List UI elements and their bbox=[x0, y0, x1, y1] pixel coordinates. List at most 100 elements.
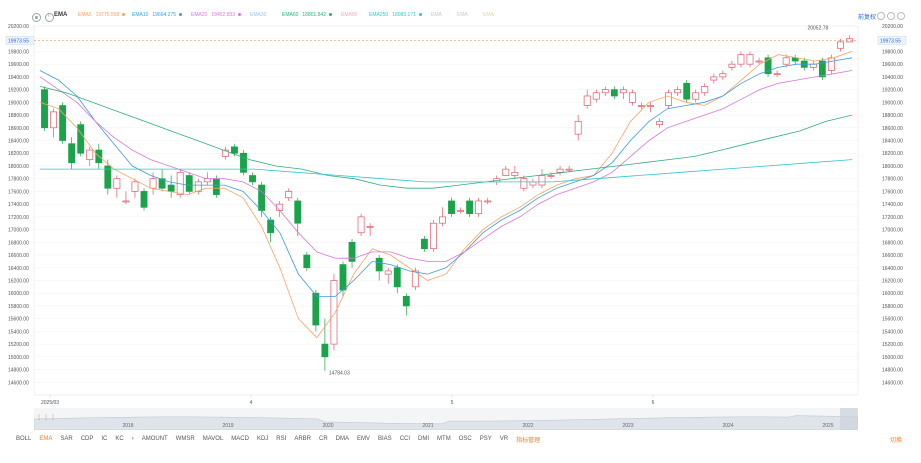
tab-osc[interactable]: OSC bbox=[458, 436, 472, 442]
candle-body[interactable] bbox=[402, 296, 410, 307]
candle-body[interactable] bbox=[764, 57, 772, 75]
candle-body[interactable] bbox=[601, 89, 609, 94]
candle-body[interactable] bbox=[466, 200, 474, 215]
candle-body[interactable] bbox=[520, 178, 528, 189]
candle-body[interactable] bbox=[212, 178, 220, 195]
candle-body[interactable] bbox=[556, 168, 564, 173]
candle-body[interactable] bbox=[267, 219, 275, 234]
candle-body[interactable] bbox=[837, 41, 844, 49]
navigator-window[interactable] bbox=[840, 408, 858, 430]
zoom-out-icon[interactable] bbox=[887, 12, 895, 20]
tab-dmi[interactable]: DMI bbox=[418, 436, 430, 442]
candle-body[interactable] bbox=[737, 54, 745, 65]
candle-body[interactable] bbox=[683, 82, 691, 100]
tab-more[interactable]: › bbox=[131, 436, 134, 442]
candle-body[interactable] bbox=[249, 175, 256, 183]
candle-body[interactable] bbox=[258, 184, 266, 211]
candle-body[interactable] bbox=[827, 57, 835, 71]
candle-body[interactable] bbox=[719, 73, 727, 78]
tab-mavol[interactable]: MAVOL bbox=[202, 436, 224, 442]
candle-body[interactable] bbox=[565, 168, 573, 171]
candle-body[interactable] bbox=[384, 270, 392, 275]
tab-boll[interactable]: BOLL bbox=[16, 436, 32, 442]
adjust-mode-link[interactable]: 前复权 bbox=[858, 15, 877, 21]
candle-body[interactable] bbox=[818, 60, 826, 78]
legend-item-ema250-6[interactable]: EMA250 18083.171 bbox=[369, 12, 422, 18]
candle-body[interactable] bbox=[430, 222, 437, 250]
tab-cdp[interactable]: CDP bbox=[80, 436, 94, 442]
tab-sar[interactable]: SAR bbox=[60, 436, 73, 442]
candle-body[interactable] bbox=[366, 226, 374, 228]
candle-body[interactable] bbox=[674, 89, 682, 94]
candle-body[interactable] bbox=[448, 200, 455, 215]
candle-body[interactable] bbox=[122, 200, 130, 203]
legend-item-ema30-3[interactable]: EMA30 bbox=[250, 12, 266, 18]
candle-body[interactable] bbox=[547, 175, 555, 177]
candle-body[interactable] bbox=[411, 270, 419, 288]
candle-body[interactable] bbox=[221, 149, 229, 157]
candle-body[interactable] bbox=[628, 92, 636, 103]
candle-body[interactable] bbox=[158, 178, 166, 189]
candle-body[interactable] bbox=[303, 254, 311, 269]
candle-body[interactable] bbox=[439, 216, 446, 224]
candle-body[interactable] bbox=[68, 143, 76, 164]
legend-item-ema-8[interactable]: EMA bbox=[457, 12, 468, 18]
candle-body[interactable] bbox=[41, 89, 48, 129]
refresh-icon[interactable] bbox=[877, 12, 885, 20]
legend-item-ema5-0[interactable]: EMA5 19775.558 bbox=[78, 12, 126, 18]
candle-body[interactable] bbox=[375, 257, 383, 272]
tab-mtm[interactable]: MTM bbox=[437, 436, 451, 442]
candle-body[interactable] bbox=[701, 86, 709, 94]
candle-body[interactable] bbox=[610, 89, 618, 97]
indicator-name[interactable]: EMA bbox=[54, 12, 68, 18]
toggle-button[interactable]: 切换 bbox=[890, 438, 903, 444]
tab-kdj[interactable]: KDJ bbox=[256, 436, 269, 442]
candle-body[interactable] bbox=[294, 200, 302, 224]
candle-body[interactable] bbox=[194, 181, 202, 192]
tab-psy[interactable]: PSY bbox=[479, 436, 492, 442]
candle-body[interactable] bbox=[692, 92, 700, 100]
tab-arbr[interactable]: ARBR bbox=[294, 436, 311, 442]
candle-body[interactable] bbox=[312, 292, 320, 326]
legend-item-ema10-1[interactable]: EMA10 19664.275 bbox=[132, 12, 183, 18]
candle-body[interactable] bbox=[457, 210, 464, 212]
candle-body[interactable] bbox=[276, 203, 284, 211]
tab-cr[interactable]: CR bbox=[318, 436, 328, 442]
candle-body[interactable] bbox=[728, 63, 736, 68]
tab-指标管理[interactable]: 指标管理 bbox=[516, 437, 541, 444]
candle-body[interactable] bbox=[393, 267, 401, 288]
candle-body[interactable] bbox=[77, 124, 85, 154]
candle-body[interactable] bbox=[638, 105, 645, 107]
candle-body[interactable] bbox=[529, 181, 537, 186]
settings-icon[interactable] bbox=[32, 12, 41, 22]
candle-body[interactable] bbox=[131, 181, 139, 192]
candle-body[interactable] bbox=[420, 238, 428, 250]
legend-item-ema20-2[interactable]: EMA20 19452.833 bbox=[191, 12, 242, 18]
tab-ic[interactable]: IC bbox=[101, 436, 108, 442]
candle-body[interactable] bbox=[231, 146, 238, 154]
tab-cci[interactable]: CCI bbox=[399, 436, 411, 442]
candle-body[interactable] bbox=[321, 343, 329, 358]
candle-body[interactable] bbox=[140, 191, 148, 208]
candle-body[interactable] bbox=[113, 178, 121, 189]
candle-body[interactable] bbox=[348, 241, 356, 262]
tab-wmsr[interactable]: WMSR bbox=[175, 436, 195, 442]
candle-body[interactable] bbox=[583, 95, 591, 106]
candle-body[interactable] bbox=[50, 111, 57, 129]
tab-bias[interactable]: BIAS bbox=[378, 436, 392, 442]
candle-body[interactable] bbox=[538, 175, 546, 186]
tab-macd[interactable]: MACD bbox=[231, 436, 249, 442]
legend-item-ema-7[interactable]: EMA bbox=[431, 12, 442, 18]
navigator-handle-icon[interactable]: ⋮⋮⋮ bbox=[36, 415, 57, 421]
tab-emv[interactable]: EMV bbox=[357, 436, 371, 442]
tab-ema[interactable]: EMA bbox=[39, 436, 53, 442]
candle-body[interactable] bbox=[647, 105, 654, 107]
candle-body[interactable] bbox=[755, 60, 763, 63]
candle-body[interactable] bbox=[809, 63, 817, 68]
candle-body[interactable] bbox=[285, 191, 293, 199]
candle-body[interactable] bbox=[502, 168, 510, 176]
candle-body[interactable] bbox=[773, 73, 781, 76]
info-icon[interactable] bbox=[45, 12, 54, 22]
candle-body[interactable] bbox=[619, 89, 627, 94]
candle-body[interactable] bbox=[665, 92, 673, 106]
